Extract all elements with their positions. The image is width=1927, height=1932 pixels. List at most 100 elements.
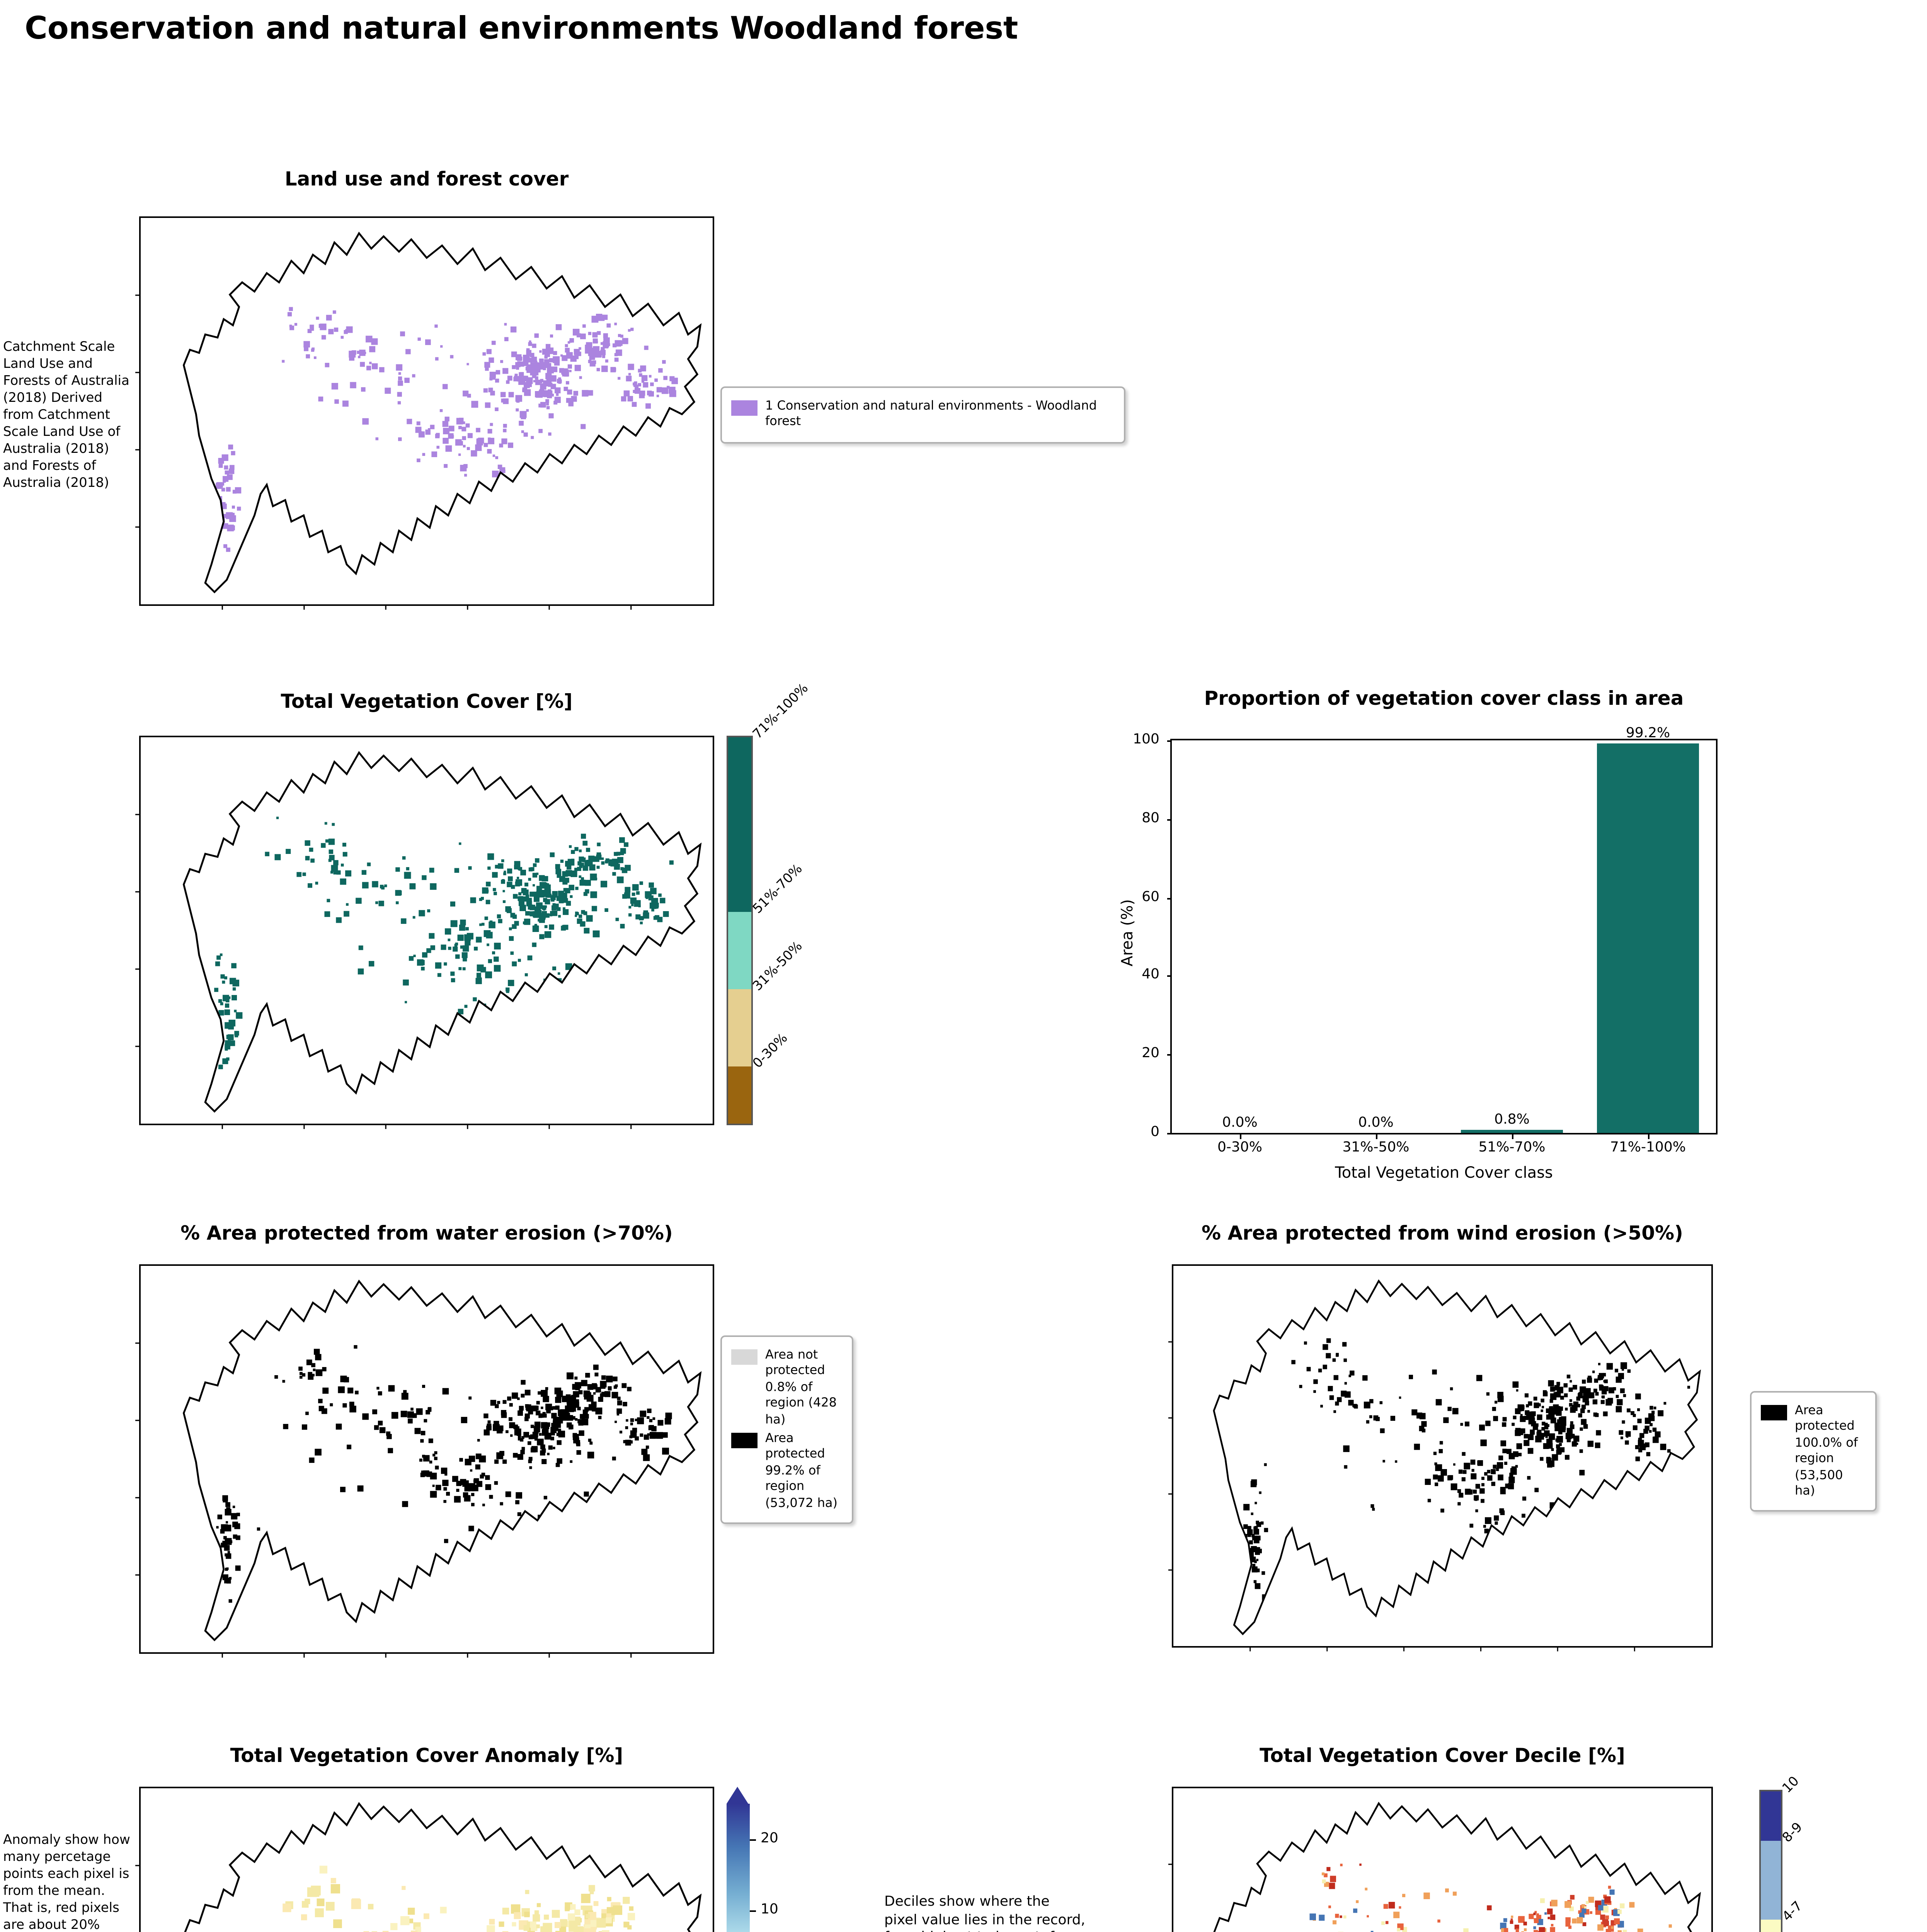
water-erosion-title: % Area protected from water erosion (>70… [180, 1221, 673, 1244]
catchment-outline [184, 753, 700, 1112]
water-erosion-map [135, 1266, 713, 1658]
y-tick-mark [1166, 740, 1172, 742]
legend-entry: Area protected 100.0% of region (53,500 … [1761, 1403, 1866, 1500]
y-tick-label: 40 [1142, 968, 1159, 984]
decile-patches [1309, 1863, 1672, 1932]
y-tick-label: 100 [1133, 733, 1159, 748]
legend-swatch [1761, 1405, 1787, 1420]
anomaly-colorbar: 20100−10−20 [727, 1787, 778, 1932]
catchment-outline [184, 233, 700, 592]
decile-colorbar: 108-94-72-31 [1759, 1774, 1806, 1932]
colorbar-segment [1761, 1791, 1781, 1840]
decile-caption: Deciles show where the pixel value lies … [884, 1895, 1085, 1932]
bar-chart-ylabel: Area (%) [1120, 899, 1137, 966]
bar-value-label: 0.0% [1358, 1116, 1394, 1131]
veg-cover-colorbar: 71%-100% 51%-70% 31%-50% 0-30% [727, 681, 812, 1125]
bar-chart-plot: 0 20 40 60 80 100 0.0% 0-30% 0.0% 31%-50% 0.8% 51%-… [1133, 726, 1718, 1156]
legend-label: 1 Conservation and natural environments … [765, 399, 1097, 429]
legend-entry: Area protected 99.2% of region (53,072 h… [731, 1431, 843, 1512]
anomaly-title: Total Vegetation Cover Anomaly [%] [230, 1743, 623, 1767]
y-tick-mark [1166, 819, 1172, 821]
x-tick-mark [1240, 1133, 1241, 1138]
bar-chart-xlabel: Total Vegetation Cover class [1335, 1165, 1553, 1182]
legend-swatch [731, 400, 758, 416]
water-erosion-map-frame [135, 1264, 714, 1658]
x-tick-label: 0-30% [1217, 1141, 1262, 1156]
anomaly-map [135, 1788, 713, 1932]
colorbar-segment [728, 911, 751, 988]
catchment-outline [1214, 1803, 1700, 1932]
colorbar-tick [750, 1839, 755, 1841]
decile-map [1168, 1788, 1711, 1932]
veg-cover-map [135, 737, 713, 1129]
y-tick-label: 80 [1142, 811, 1159, 827]
x-tick-label: 31%-50% [1342, 1141, 1410, 1156]
bar-value-label: 0.0% [1222, 1116, 1258, 1131]
colorbar-tick-label: 10 [761, 1903, 778, 1918]
catchment-outline [1214, 1281, 1700, 1634]
map-axis-ticks [1168, 1341, 1635, 1651]
y-tick-label: 20 [1142, 1046, 1159, 1062]
y-tick-label: 60 [1142, 889, 1159, 905]
colorbar-label: 51%-70% [750, 861, 806, 917]
veg-cover-title: Total Vegetation Cover [%] [281, 689, 573, 713]
colorbar-tick-label: 20 [761, 1832, 778, 1847]
colorbar-segment [728, 737, 751, 911]
land-use-caption: Catchment Scale Land Use and Forests of … [3, 340, 129, 492]
water-erosion-legend: Area not protected 0.8% of region (428 h… [720, 1335, 853, 1524]
colorbar-tick [750, 1910, 755, 1912]
wind-erosion-map [1168, 1266, 1711, 1651]
legend-label: Area not protected 0.8% of region (428 h… [765, 1348, 837, 1426]
colorbar-segment [1761, 1840, 1781, 1920]
colorbar-label: 4-7 [1780, 1899, 1806, 1925]
anomaly-patches [283, 1866, 635, 1932]
map-axis-ticks [135, 294, 632, 610]
legend-entry: Area not protected 0.8% of region (428 h… [731, 1348, 843, 1428]
catchment-outline [184, 1281, 700, 1640]
legend-swatch [731, 1349, 758, 1365]
map-axis-ticks [135, 814, 632, 1129]
bar [1597, 743, 1699, 1133]
wind-erosion-patches [1243, 1338, 1690, 1601]
legend-label: Area protected 99.2% of region (53,072 h… [765, 1431, 838, 1510]
bar-chart-title: Proportion of vegetation cover class in … [1204, 686, 1684, 709]
wind-erosion-legend: Area protected 100.0% of region (53,500 … [1750, 1391, 1877, 1512]
colorbar-segment [1761, 1919, 1781, 1932]
anomaly-colorbar-ticks: 20100−10−20 [727, 1804, 778, 1932]
y-tick-mark [1166, 1054, 1172, 1056]
land-use-map-frame [135, 216, 714, 610]
y-tick-mark [1166, 976, 1172, 978]
map-axis-ticks [135, 1865, 141, 1866]
map-axis-ticks [1168, 1864, 1173, 1865]
colorbar-label: 8-9 [1780, 1820, 1806, 1846]
water-erosion-patches [213, 1345, 672, 1603]
colorbar-label: 31%-50% [750, 938, 806, 994]
y-tick-mark [1166, 1133, 1172, 1134]
bar-value-label: 99.2% [1626, 726, 1670, 742]
x-tick-mark [1512, 1133, 1513, 1138]
anomaly-gradient [727, 1804, 750, 1932]
x-tick-label: 51%-70% [1478, 1141, 1546, 1156]
map-axis-ticks [135, 1342, 632, 1658]
colorbar-arrow-up [727, 1787, 748, 1804]
wind-erosion-title: % Area protected from wind erosion (>50%… [1201, 1221, 1683, 1244]
colorbar-label: 71%-100% [750, 681, 812, 743]
bar [1461, 1129, 1563, 1133]
y-tick-mark [1166, 897, 1172, 899]
colorbar-label: 10 [1780, 1774, 1803, 1797]
land-use-title: Land use and forest cover [284, 167, 569, 190]
colorbar-segment [728, 988, 751, 1066]
colorbar-segment [728, 1066, 751, 1124]
y-tick-label: 0 [1151, 1125, 1159, 1141]
veg-cover-patches [214, 816, 674, 1070]
x-tick-mark [1648, 1133, 1650, 1138]
legend-label: Area protected 100.0% of region (53,500 … [1795, 1403, 1858, 1498]
decile-title: Total Vegetation Cover Decile [%] [1260, 1743, 1625, 1767]
wind-erosion-map-frame [1168, 1264, 1713, 1651]
anomaly-map-frame [135, 1787, 714, 1932]
colorbar-label: 0-30% [750, 1030, 792, 1071]
land-use-map [135, 218, 713, 610]
land-use-patches [216, 307, 678, 552]
anomaly-caption: Anomaly show how many percetage points e… [3, 1833, 130, 1932]
